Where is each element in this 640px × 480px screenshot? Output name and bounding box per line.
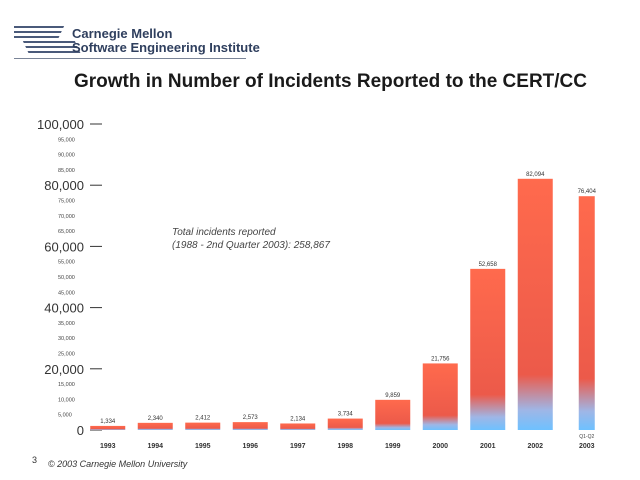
bar-value-label: 9,859 — [385, 393, 401, 399]
y-major-tick-label: 0 — [77, 423, 84, 438]
org-name-line1: Carnegie Mellon — [72, 26, 173, 41]
bar-value-label: 2,573 — [243, 415, 259, 421]
x-tick-label: 2000 — [432, 443, 448, 450]
bar-value-label: 2,340 — [148, 416, 164, 422]
bar-1995 — [185, 422, 221, 430]
bar-1993 — [90, 425, 126, 430]
y-minor-tick-label: 75,000 — [58, 199, 75, 205]
bar-2001 — [470, 268, 506, 430]
y-major-tick-label: 80,000 — [44, 178, 84, 193]
bar-value-label: 76,404 — [578, 189, 597, 195]
x-tick-label: 1995 — [195, 443, 211, 450]
bar-1994 — [137, 422, 173, 430]
y-minor-tick-label: 35,000 — [58, 321, 75, 327]
x-tick-label: 2003 — [579, 443, 595, 450]
bar-value-label: 21,756 — [431, 356, 450, 362]
page-number: 3 — [32, 455, 38, 465]
y-minor-tick-label: 15,000 — [58, 382, 75, 388]
bar-value-label: 1,334 — [100, 419, 116, 425]
bar-1999 — [375, 399, 411, 430]
copyright-text: © 2003 Carnegie Mellon University — [48, 459, 188, 469]
y-minor-tick-label: 30,000 — [58, 336, 75, 342]
y-minor-tick-label: 5,000 — [58, 413, 72, 419]
x-tick-label: 1993 — [100, 443, 116, 450]
bar-1996 — [232, 422, 268, 430]
bar-1998 — [327, 418, 363, 430]
x-tick-label: 1994 — [147, 443, 163, 450]
bar-value-label: 2,412 — [195, 416, 211, 422]
x-tick-label: 1999 — [385, 443, 401, 450]
note-2003: Q1-Q2 — [579, 434, 594, 440]
x-tick-label: 1998 — [337, 443, 353, 450]
y-major-tick-label: 100,000 — [37, 117, 84, 132]
bar-1997 — [280, 423, 316, 430]
header-divider — [14, 58, 246, 59]
chart-title: Growth in Number of Incidents Reported t… — [74, 71, 587, 92]
bar-2003 — [578, 196, 595, 430]
bar-value-label: 3,734 — [338, 412, 354, 418]
y-minor-tick-label: 45,000 — [58, 290, 75, 296]
y-minor-tick-label: 50,000 — [58, 275, 75, 281]
y-minor-tick-label: 65,000 — [58, 229, 75, 235]
annotation-line2: (1988 - 2nd Quarter 2003): 258,867 — [172, 240, 330, 251]
y-major-tick-label: 20,000 — [44, 362, 84, 377]
bar-value-label: 2,134 — [290, 416, 306, 422]
y-minor-tick-label: 85,000 — [58, 168, 75, 174]
y-minor-tick-label: 90,000 — [58, 153, 75, 159]
x-tick-label: 1997 — [290, 443, 306, 450]
y-minor-tick-label: 95,000 — [58, 137, 75, 143]
y-major-tick-label: 60,000 — [44, 239, 84, 254]
bar-value-label: 82,094 — [526, 172, 545, 178]
bar-2002 — [517, 178, 553, 430]
y-minor-tick-label: 55,000 — [58, 260, 75, 266]
bar-value-label: 52,658 — [479, 262, 498, 268]
y-minor-tick-label: 70,000 — [58, 214, 75, 220]
y-minor-tick-label: 10,000 — [58, 397, 75, 403]
bar-2000 — [422, 363, 458, 430]
y-major-tick-label: 40,000 — [44, 301, 84, 316]
cmu-logo-icon — [14, 26, 81, 53]
y-minor-tick-label: 25,000 — [58, 352, 75, 358]
annotation-line1: Total incidents reported — [172, 227, 276, 238]
x-tick-label: 1996 — [242, 443, 258, 450]
x-tick-label: 2001 — [480, 443, 496, 450]
x-tick-label: 2002 — [527, 443, 543, 450]
org-name-line2: Software Engineering Institute — [72, 40, 260, 55]
